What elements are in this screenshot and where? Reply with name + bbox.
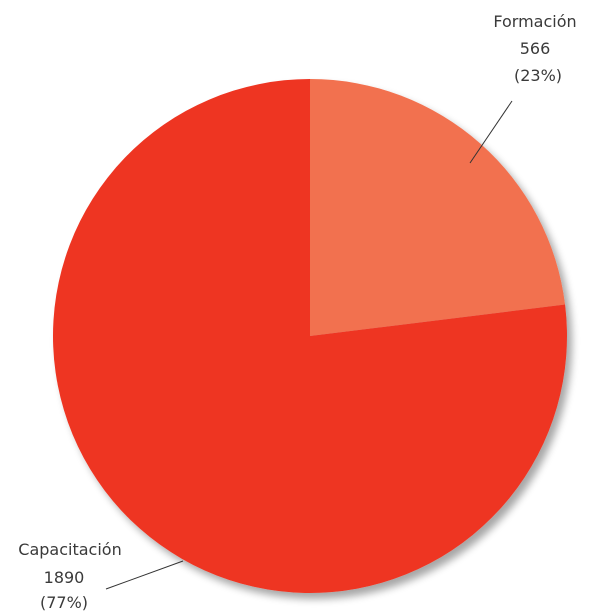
pie-slice-formacion xyxy=(310,79,566,336)
slice-percent-capacitacion: (77%) xyxy=(40,593,88,612)
slice-value-capacitacion: 1890 xyxy=(44,568,85,587)
label-group-capacitacion: Capacitación 1890 (77%) xyxy=(18,540,184,612)
pie-slice-capacitacion xyxy=(52,78,567,593)
pie-slices xyxy=(52,78,567,593)
leader-line-formacion xyxy=(469,100,513,164)
slice-label-formacion: Formación xyxy=(493,12,576,31)
slice-label-capacitacion: Capacitación xyxy=(18,540,121,559)
leader-line-capacitacion xyxy=(105,560,184,590)
slice-value-formacion: 566 xyxy=(520,39,551,58)
label-group-formacion: Formación 566 (23%) xyxy=(469,12,577,164)
slice-percent-formacion: (23%) xyxy=(514,66,562,85)
